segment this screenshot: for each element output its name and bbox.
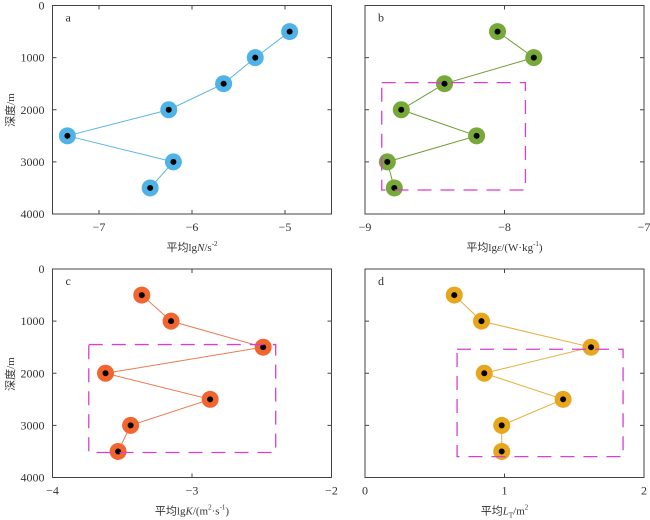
panel-d: 0 1 2 d 平均LT/m2 (362, 268, 647, 520)
y-tick-label: 3000 (21, 155, 45, 169)
highlight-box (88, 343, 277, 454)
data-point-center (441, 80, 448, 87)
data-point-center (478, 318, 485, 325)
data-point-center (398, 106, 405, 113)
data-point-center (530, 54, 537, 61)
y-tick-label: 2000 (21, 103, 45, 117)
data-point-center (115, 448, 122, 455)
x-tick-label: −6 (186, 220, 199, 234)
data-point-center (286, 28, 293, 35)
data-point-center (560, 396, 567, 403)
x-tick-label: −7 (638, 220, 650, 234)
data-point-center (168, 318, 175, 325)
data-point-center (138, 292, 145, 299)
panel-label: c (66, 274, 71, 288)
data-point-center (481, 370, 488, 377)
plot-frame (52, 268, 332, 478)
y-tick-label: 4000 (21, 471, 45, 485)
x-axis-label: 平均lgε/(W·kg-1) (466, 240, 543, 254)
data-point-center (147, 184, 154, 191)
data-point-center (127, 422, 134, 429)
x-tick-label: −7 (93, 220, 106, 234)
data-point-center (498, 422, 505, 429)
x-tick-label: 1 (502, 484, 508, 498)
data-point-center (102, 370, 109, 377)
panel-c: −4 −3 −2 0 1000 2000 3000 4000 c 平均lgK/(m2·s-1) (21, 262, 338, 518)
data-point-center (494, 28, 501, 35)
panel-b: −9 −8 −7 b 平均lgε/(W·kg-1) (359, 5, 650, 254)
data-point-center (207, 396, 214, 403)
data-point-center (498, 448, 505, 455)
panel-label: d (378, 274, 384, 288)
data-point-center (170, 158, 177, 165)
data-point-center (220, 80, 227, 87)
panel-a: −7 −6 −5 0 1000 2000 3000 4000 a 平均lgN/s-2 (21, 0, 332, 254)
data-point-center (451, 292, 458, 299)
x-axis-label: 平均lgN/s-2 (166, 240, 218, 254)
y-tick-label: 3000 (21, 418, 45, 432)
x-tick-label: −4 (46, 484, 59, 498)
x-tick-label: −5 (279, 220, 292, 234)
y-tick-label: 4000 (21, 207, 45, 221)
y-tick-label: 1000 (21, 51, 45, 65)
x-tick-label: −2 (325, 484, 338, 498)
data-point-center (384, 158, 391, 165)
highlight-box (456, 348, 624, 458)
x-axis-label: 平均lgK/(m2·s-1) (155, 504, 229, 518)
data-point-center (473, 132, 480, 139)
data-point-center (252, 54, 259, 61)
x-tick-label: −8 (498, 220, 511, 234)
y-tick-label: 0 (39, 0, 45, 13)
y-axis-label-top: 深度/m (3, 93, 17, 127)
y-tick-label: 1000 (21, 314, 45, 328)
x-tick-label: 2 (641, 484, 647, 498)
y-tick-label: 0 (39, 262, 45, 276)
data-point-center (260, 344, 267, 351)
highlight-box (381, 81, 527, 191)
y-tick-label: 2000 (21, 366, 45, 380)
x-tick-label: −9 (359, 220, 372, 234)
panel-label: a (66, 11, 72, 25)
x-tick-label: −3 (186, 484, 199, 498)
x-axis-label: 平均LT/m2 (481, 504, 529, 520)
panel-label: b (378, 11, 384, 25)
y-axis-label-bottom: 深度/m (3, 357, 17, 391)
x-tick-label: 0 (362, 484, 368, 498)
data-point-center (587, 344, 594, 351)
data-point-center (64, 132, 71, 139)
data-point-center (165, 106, 172, 113)
